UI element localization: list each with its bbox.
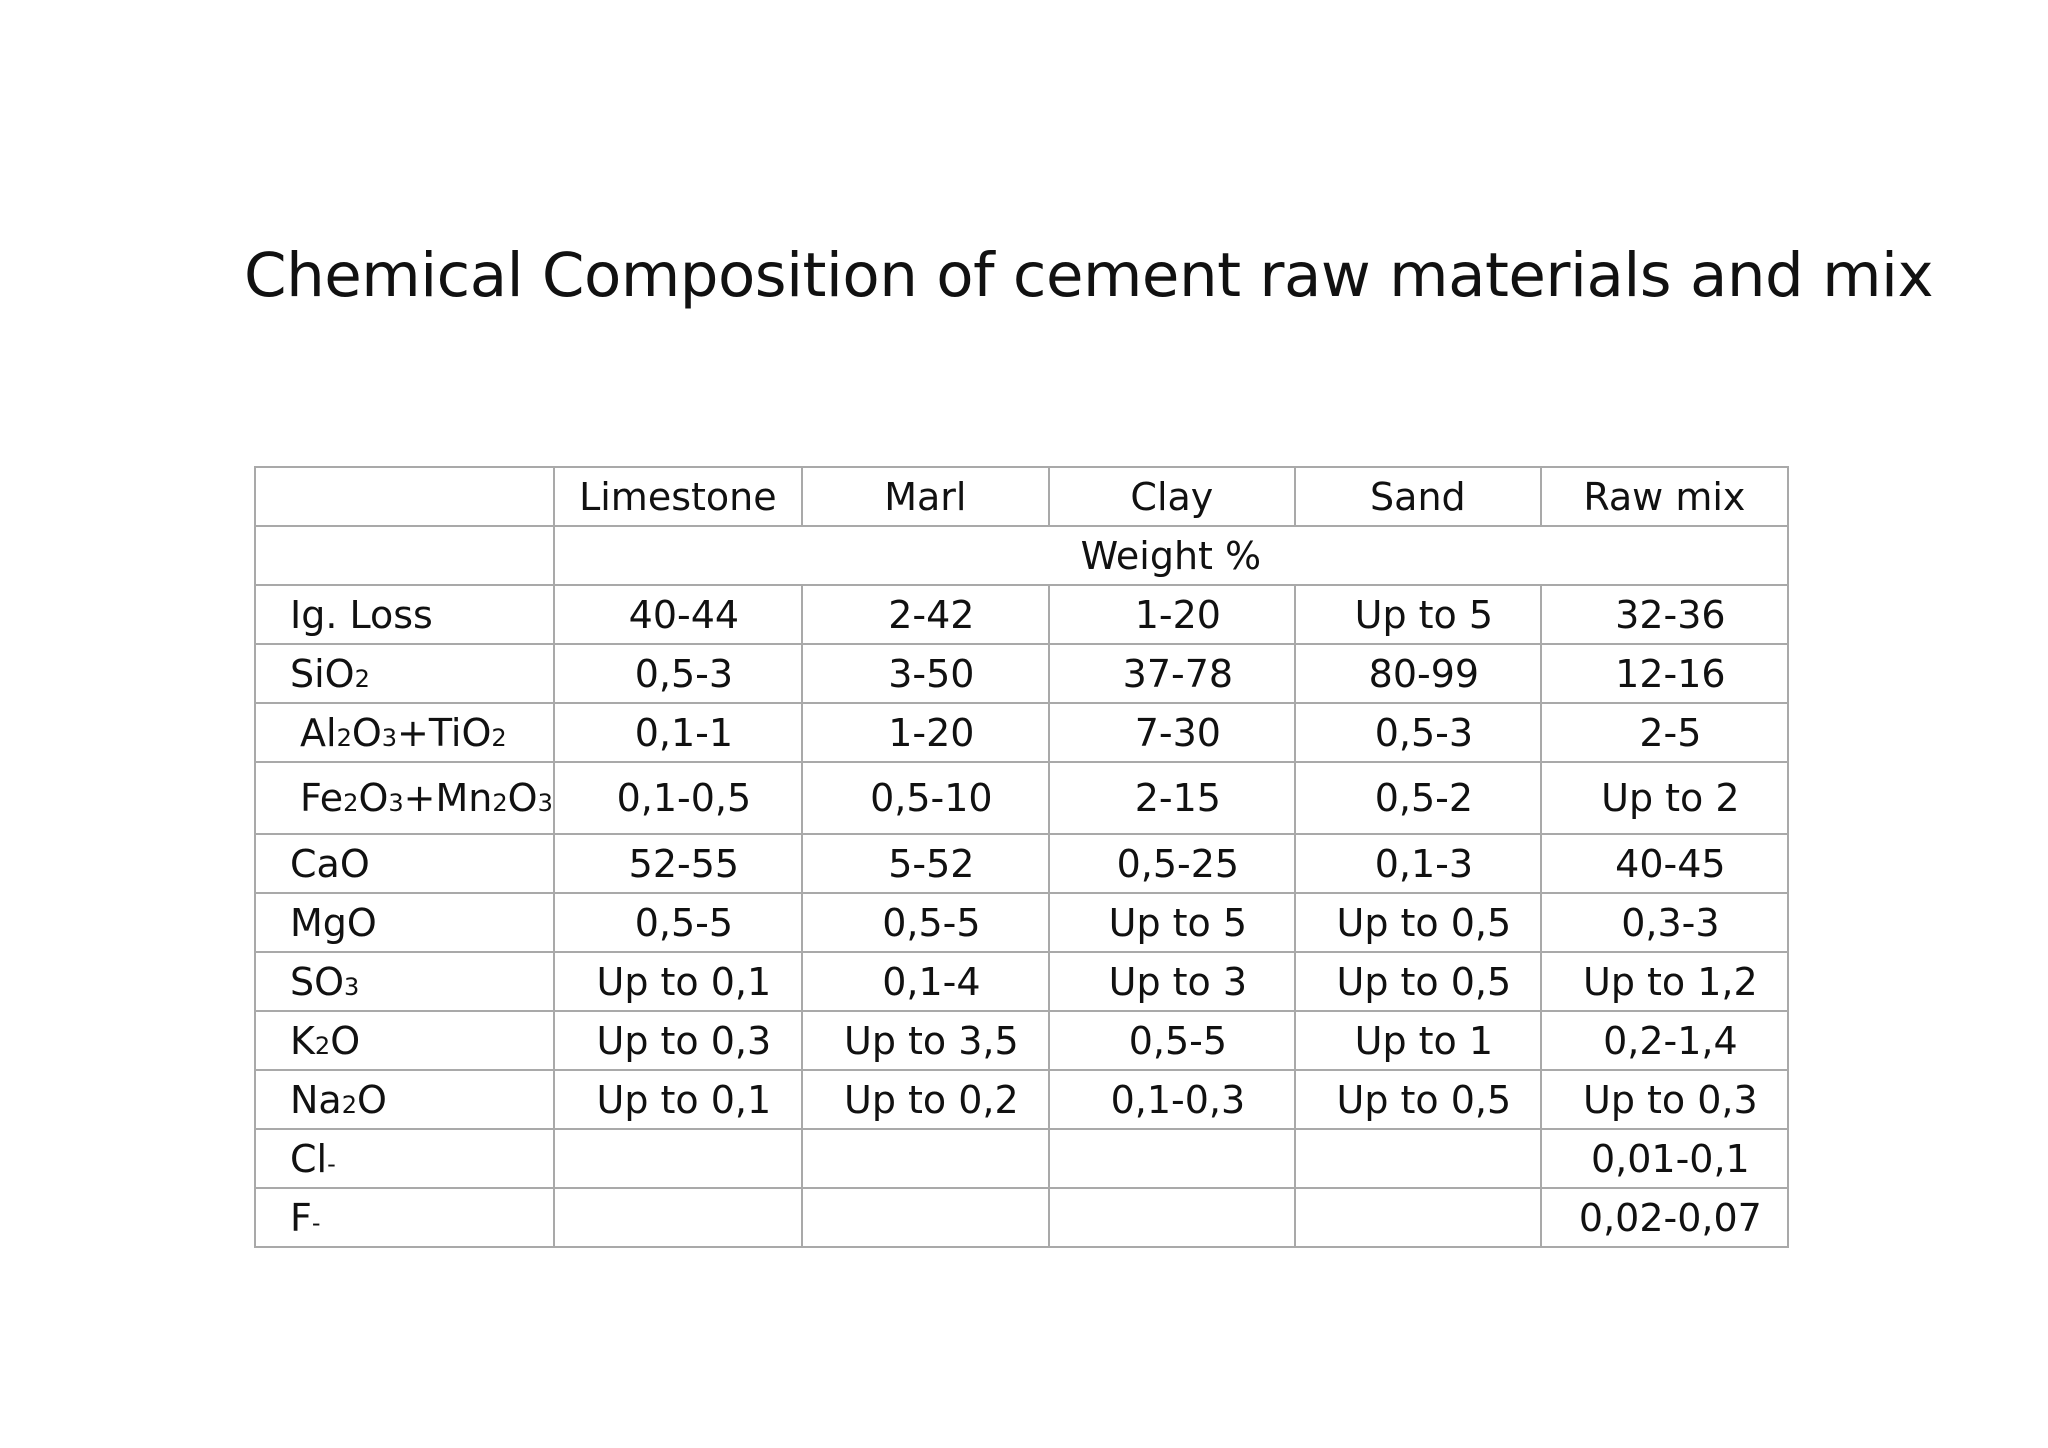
table-cell: Up to 0,5: [1293, 1069, 1542, 1130]
row-label: Cl-: [254, 1128, 555, 1189]
table-cell: 7-30: [1047, 702, 1296, 763]
table-cell: 0,5-5: [552, 892, 803, 953]
unit-cell: Weight %: [552, 525, 1789, 586]
table-cell: Up to 0,2: [800, 1069, 1050, 1130]
table-cell: [800, 1187, 1050, 1248]
row-label: F-: [254, 1187, 555, 1248]
table-cell: 2-5: [1539, 702, 1789, 763]
table-cell: 0,5-5: [1047, 1010, 1296, 1071]
table-cell: Up to 2: [1539, 761, 1789, 835]
composition-table: Limestone Marl Clay Sand Raw mix Weight …: [254, 466, 1789, 1248]
table-cell: [1047, 1128, 1296, 1189]
row-label: Al2O3+TiO2: [254, 702, 555, 763]
table-cell: 12-16: [1539, 643, 1789, 704]
table-cell: [552, 1187, 803, 1248]
table-cell: 0,01-0,1: [1539, 1128, 1789, 1189]
table-row: SiO2 0,5-3 3-50 37-78 80-99 12-16: [254, 643, 1789, 704]
table-row: SO3 Up to 0,1 0,1-4 Up to 3 Up to 0,5 Up to 1…: [254, 951, 1789, 1012]
table-cell: [1047, 1187, 1296, 1248]
table-cell: 0,1-4: [800, 951, 1050, 1012]
table-cell: 40-44: [552, 584, 803, 645]
table-cell: 0,1-0,5: [552, 761, 803, 835]
table-row: Ig. Loss 40-44 2-42 1-20 Up to 5 32-36: [254, 584, 1789, 645]
header-cell: Clay: [1047, 466, 1296, 527]
table-cell: 37-78: [1047, 643, 1296, 704]
table-cell: 0,1-0,3: [1047, 1069, 1296, 1130]
header-cell-empty: [254, 466, 555, 527]
header-cell: Marl: [800, 466, 1050, 527]
table-row: Na2O Up to 0,1 Up to 0,2 0,1-0,3 Up to 0,5 Up…: [254, 1069, 1789, 1130]
table-cell: [1293, 1187, 1542, 1248]
table-cell: 0,5-3: [552, 643, 803, 704]
data-rows: Ig. Loss 40-44 2-42 1-20 Up to 5 32-36 SiO2 0,5…: [254, 584, 1789, 1248]
row-label: MgO: [254, 892, 555, 953]
table-cell: Up to 1: [1293, 1010, 1542, 1071]
unit-row: Weight %: [254, 525, 1789, 586]
unit-row-empty-cell: [254, 525, 555, 586]
row-label: CaO: [254, 833, 555, 894]
table-cell: 0,5-5: [800, 892, 1050, 953]
table-cell: Up to 3,5: [800, 1010, 1050, 1071]
table-row: Al2O3+TiO2 0,1-1 1-20 7-30 0,5-3 2-5: [254, 702, 1789, 763]
table-cell: Up to 5: [1293, 584, 1542, 645]
table-cell: 0,1-3: [1293, 833, 1542, 894]
header-cell: Raw mix: [1539, 466, 1789, 527]
table-cell: Up to 1,2: [1539, 951, 1789, 1012]
table-cell: [1293, 1128, 1542, 1189]
table-row: F- 0,02-0,07: [254, 1187, 1789, 1248]
header-row: Limestone Marl Clay Sand Raw mix: [254, 466, 1789, 527]
table-row: CaO 52-55 5-52 0,5-25 0,1-3 40-45: [254, 833, 1789, 894]
table-cell: [552, 1128, 803, 1189]
table-row: Cl- 0,01-0,1: [254, 1128, 1789, 1189]
header-cell: Limestone: [552, 466, 803, 527]
table-cell: Up to 5: [1047, 892, 1296, 953]
table-row: MgO 0,5-5 0,5-5 Up to 5 Up to 0,5 0,3-3: [254, 892, 1789, 953]
table-cell: Up to 0,3: [552, 1010, 803, 1071]
table-cell: 1-20: [1047, 584, 1296, 645]
row-label: SiO2: [254, 643, 555, 704]
table-cell: 1-20: [800, 702, 1050, 763]
table-cell: 80-99: [1293, 643, 1542, 704]
row-label: Fe2O3+Mn2O3: [254, 761, 555, 835]
row-label: SO3: [254, 951, 555, 1012]
table-cell: 40-45: [1539, 833, 1789, 894]
table-cell: 2-42: [800, 584, 1050, 645]
table-cell: 52-55: [552, 833, 803, 894]
row-label: K2O: [254, 1010, 555, 1071]
table-cell: 0,1-1: [552, 702, 803, 763]
table-row: K2O Up to 0,3 Up to 3,5 0,5-5 Up to 1 0,2-1,4: [254, 1010, 1789, 1071]
table-cell: 0,02-0,07: [1539, 1187, 1789, 1248]
table-cell: Up to 0,5: [1293, 892, 1542, 953]
table-cell: Up to 0,3: [1539, 1069, 1789, 1130]
table-cell: 5-52: [800, 833, 1050, 894]
row-label: Ig. Loss: [254, 584, 555, 645]
table-cell: Up to 0,1: [552, 951, 803, 1012]
table-cell: 2-15: [1047, 761, 1296, 835]
table-cell: Up to 0,1: [552, 1069, 803, 1130]
table-cell: Up to 0,5: [1293, 951, 1542, 1012]
row-label: Na2O: [254, 1069, 555, 1130]
header-cell: Sand: [1293, 466, 1542, 527]
table-cell: 0,5-25: [1047, 833, 1296, 894]
page-title: Chemical Composition of cement raw mater…: [244, 240, 1934, 311]
table-cell: 3-50: [800, 643, 1050, 704]
table-cell: 0,5-2: [1293, 761, 1542, 835]
table-cell: [800, 1128, 1050, 1189]
table-cell: Up to 3: [1047, 951, 1296, 1012]
table-cell: 0,2-1,4: [1539, 1010, 1789, 1071]
table-cell: 32-36: [1539, 584, 1789, 645]
table-cell: 0,3-3: [1539, 892, 1789, 953]
table-cell: 0,5-10: [800, 761, 1050, 835]
table-row: Fe2O3+Mn2O3 0,1-0,5 0,5-10 2-15 0,5-2 Up to 2: [254, 761, 1789, 835]
table-cell: 0,5-3: [1293, 702, 1542, 763]
